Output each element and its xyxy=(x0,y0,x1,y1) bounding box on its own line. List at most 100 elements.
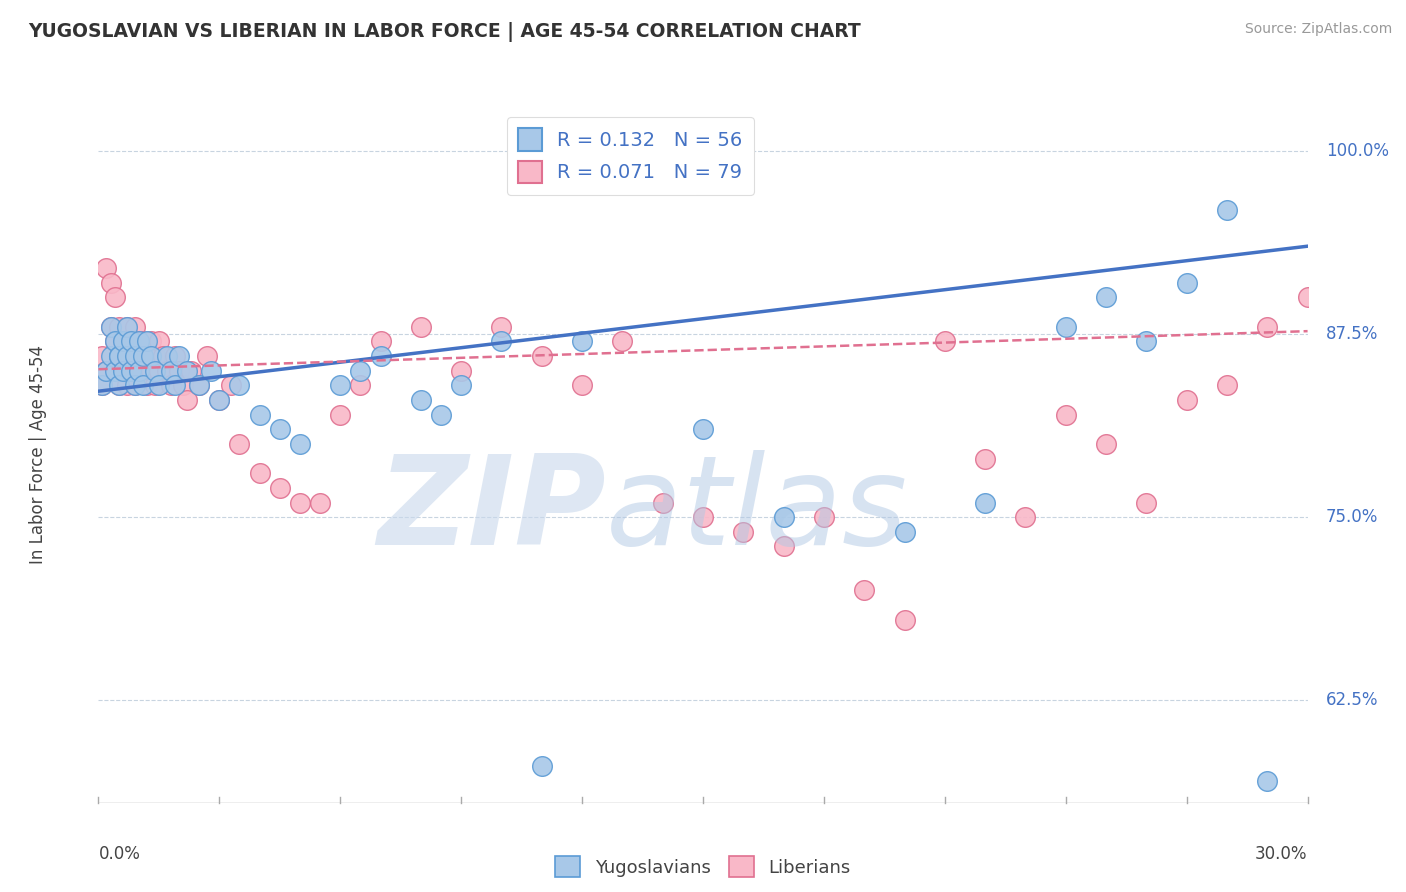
Point xyxy=(349,378,371,392)
Point xyxy=(491,334,513,349)
Text: In Labor Force | Age 45-54: In Labor Force | Age 45-54 xyxy=(30,345,46,565)
Point xyxy=(370,349,392,363)
Point xyxy=(180,364,202,378)
Point xyxy=(1256,319,1278,334)
Point xyxy=(195,349,218,363)
Point xyxy=(163,378,186,392)
Point xyxy=(103,334,125,349)
Point xyxy=(651,495,673,509)
Point xyxy=(450,364,472,378)
Point xyxy=(156,349,179,363)
Point xyxy=(329,378,352,392)
Point xyxy=(96,261,118,276)
Point xyxy=(100,349,122,363)
Point xyxy=(491,319,513,334)
Point xyxy=(107,378,129,392)
Point xyxy=(309,495,332,509)
Point xyxy=(115,378,138,392)
Point xyxy=(160,378,183,392)
Point xyxy=(111,349,134,363)
Text: 62.5%: 62.5% xyxy=(1326,691,1378,709)
Point xyxy=(103,334,125,349)
Point xyxy=(132,364,155,378)
Text: ZIP: ZIP xyxy=(378,450,606,571)
Point xyxy=(139,334,162,349)
Point xyxy=(1135,334,1157,349)
Point xyxy=(1216,378,1239,392)
Point xyxy=(156,364,179,378)
Point xyxy=(107,319,129,334)
Point xyxy=(288,437,311,451)
Text: 100.0%: 100.0% xyxy=(1326,142,1389,160)
Point xyxy=(91,378,114,392)
Point xyxy=(128,349,150,363)
Point xyxy=(143,349,166,363)
Point xyxy=(139,349,162,363)
Point xyxy=(221,378,243,392)
Text: YUGOSLAVIAN VS LIBERIAN IN LABOR FORCE | AGE 45-54 CORRELATION CHART: YUGOSLAVIAN VS LIBERIAN IN LABOR FORCE |… xyxy=(28,22,860,42)
Point xyxy=(107,349,129,363)
Point xyxy=(176,392,198,407)
Point xyxy=(124,378,146,392)
Point xyxy=(269,481,291,495)
Point xyxy=(349,364,371,378)
Point xyxy=(200,364,222,378)
Point xyxy=(430,408,453,422)
Point xyxy=(139,364,162,378)
Point xyxy=(974,451,997,466)
Point xyxy=(115,349,138,363)
Point xyxy=(115,319,138,334)
Point xyxy=(100,276,122,290)
Point xyxy=(103,364,125,378)
Point xyxy=(148,364,170,378)
Point xyxy=(111,334,134,349)
Point xyxy=(120,334,142,349)
Point xyxy=(571,378,593,392)
Point xyxy=(120,364,142,378)
Point xyxy=(111,334,134,349)
Point xyxy=(107,349,129,363)
Point xyxy=(409,319,432,334)
Point xyxy=(893,613,915,627)
Point xyxy=(96,364,118,378)
Point xyxy=(124,349,146,363)
Point xyxy=(188,378,211,392)
Point xyxy=(1054,408,1077,422)
Text: 87.5%: 87.5% xyxy=(1326,325,1378,343)
Point xyxy=(120,334,142,349)
Point xyxy=(100,319,122,334)
Text: Source: ZipAtlas.com: Source: ZipAtlas.com xyxy=(1244,22,1392,37)
Point xyxy=(249,408,271,422)
Point xyxy=(1256,773,1278,788)
Point xyxy=(120,364,142,378)
Point xyxy=(571,334,593,349)
Point xyxy=(692,422,714,436)
Point xyxy=(530,349,553,363)
Point xyxy=(370,334,392,349)
Point xyxy=(1135,495,1157,509)
Point xyxy=(188,378,211,392)
Point xyxy=(128,334,150,349)
Point xyxy=(733,524,755,539)
Point xyxy=(249,467,271,481)
Point xyxy=(853,583,876,598)
Point xyxy=(1175,392,1198,407)
Point xyxy=(132,378,155,392)
Point xyxy=(1175,276,1198,290)
Point xyxy=(893,524,915,539)
Point xyxy=(132,334,155,349)
Point xyxy=(1054,319,1077,334)
Point xyxy=(135,334,157,349)
Point xyxy=(91,378,114,392)
Point xyxy=(167,349,190,363)
Point xyxy=(813,510,835,524)
Point xyxy=(143,378,166,392)
Legend: Yugoslavians, Liberians: Yugoslavians, Liberians xyxy=(548,849,858,884)
Point xyxy=(163,349,186,363)
Point xyxy=(1216,202,1239,217)
Text: 0.0%: 0.0% xyxy=(98,845,141,863)
Point xyxy=(269,422,291,436)
Point xyxy=(128,364,150,378)
Point xyxy=(120,349,142,363)
Point xyxy=(176,364,198,378)
